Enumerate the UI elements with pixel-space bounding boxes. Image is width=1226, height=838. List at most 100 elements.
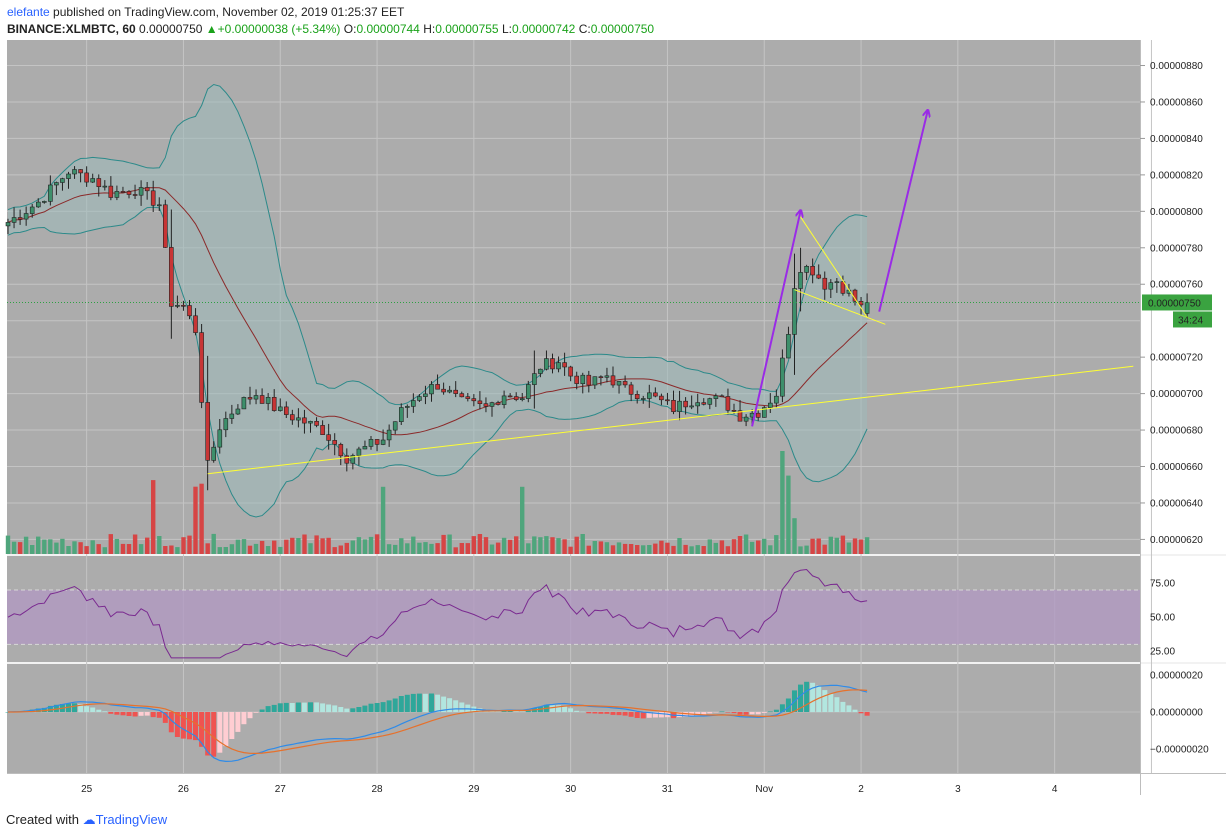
candle[interactable] (72, 169, 77, 175)
trendline-drawing[interactable] (800, 216, 868, 318)
candle[interactable] (525, 384, 531, 399)
candle[interactable] (314, 420, 319, 426)
candle[interactable] (423, 393, 428, 397)
candle[interactable] (441, 388, 446, 393)
candle[interactable] (513, 396, 519, 400)
candle[interactable] (277, 406, 283, 411)
chart-area[interactable]: 0.00000750 34:24 0.00000620 0.00000640 0.000… (0, 40, 1226, 805)
candle[interactable] (175, 304, 180, 307)
candle[interactable] (187, 305, 192, 317)
candle[interactable] (774, 395, 779, 404)
candle[interactable] (501, 395, 507, 405)
candle[interactable] (5, 222, 11, 227)
candle[interactable] (507, 395, 513, 398)
candle[interactable] (725, 396, 731, 411)
candle[interactable] (54, 182, 59, 186)
candle[interactable] (707, 398, 713, 405)
candle[interactable] (223, 418, 229, 431)
arrow-drawing[interactable] (878, 111, 927, 312)
candle[interactable] (665, 399, 670, 402)
candle[interactable] (556, 362, 561, 370)
candle[interactable] (17, 217, 23, 220)
candle[interactable] (622, 381, 628, 386)
candle[interactable] (229, 413, 235, 419)
candle[interactable] (465, 396, 471, 399)
candle[interactable] (495, 402, 501, 405)
candle[interactable] (132, 194, 138, 196)
candle[interactable] (302, 417, 307, 424)
candle[interactable] (447, 389, 452, 393)
candle[interactable] (362, 446, 368, 450)
candle[interactable] (404, 406, 410, 408)
candle[interactable] (271, 396, 277, 411)
candle[interactable] (205, 402, 210, 461)
candle[interactable] (695, 402, 701, 407)
candle[interactable] (653, 392, 658, 397)
candle[interactable] (23, 213, 29, 220)
candle[interactable] (713, 395, 719, 399)
candle[interactable] (574, 375, 580, 384)
candle[interactable] (471, 398, 477, 402)
candle[interactable] (429, 384, 434, 395)
candle[interactable] (114, 191, 120, 198)
candle[interactable] (616, 381, 622, 386)
candle[interactable] (786, 334, 791, 359)
candle[interactable] (604, 375, 610, 378)
candle[interactable] (241, 397, 247, 410)
candle[interactable] (489, 402, 495, 407)
candle[interactable] (356, 448, 362, 456)
candle[interactable] (332, 440, 338, 445)
candle[interactable] (265, 396, 271, 404)
candle[interactable] (60, 178, 65, 183)
candle[interactable] (834, 281, 840, 283)
candle[interactable] (731, 409, 737, 412)
candle[interactable] (798, 272, 803, 289)
tradingview-brand[interactable]: TradingView (95, 812, 168, 827)
candle[interactable] (350, 455, 356, 464)
candle[interactable] (380, 439, 386, 445)
candle[interactable] (211, 446, 216, 461)
candle[interactable] (320, 425, 325, 435)
candle[interactable] (102, 185, 108, 188)
candle[interactable] (163, 204, 168, 248)
candle[interactable] (326, 434, 331, 441)
candle[interactable] (640, 398, 646, 400)
candle[interactable] (181, 304, 186, 307)
candle[interactable] (157, 204, 162, 207)
candle[interactable] (338, 444, 344, 457)
candle[interactable] (810, 266, 815, 276)
candle[interactable] (580, 374, 586, 385)
candle[interactable] (864, 302, 870, 314)
candle[interactable] (683, 400, 688, 408)
candle[interactable] (84, 172, 89, 183)
bollinger-basis-line[interactable] (7, 187, 868, 436)
candle[interactable] (792, 288, 797, 335)
candle[interactable] (169, 247, 174, 307)
candle[interactable] (538, 368, 543, 374)
candle[interactable] (822, 277, 828, 290)
macd-signal-line[interactable] (8, 689, 868, 755)
candle[interactable] (453, 389, 459, 394)
candle[interactable] (144, 187, 150, 192)
candle[interactable] (11, 217, 17, 223)
candle[interactable] (646, 392, 652, 399)
candle[interactable] (743, 416, 749, 422)
candle[interactable] (66, 173, 71, 179)
candle[interactable] (568, 366, 573, 377)
arrow-drawing[interactable] (751, 211, 800, 427)
candle[interactable] (259, 395, 265, 404)
candle[interactable] (344, 455, 350, 464)
candle[interactable] (701, 402, 707, 405)
candle[interactable] (308, 420, 313, 424)
candle[interactable] (247, 397, 253, 400)
candle[interactable] (483, 403, 489, 407)
candle[interactable] (737, 410, 743, 422)
candle[interactable] (78, 169, 83, 174)
candle[interactable] (671, 399, 676, 412)
candle[interactable] (296, 417, 301, 421)
candle[interactable] (628, 384, 634, 395)
candle[interactable] (634, 393, 640, 399)
macd-pane[interactable] (5, 681, 1141, 763)
candle[interactable] (138, 187, 144, 196)
candle[interactable] (289, 414, 295, 421)
